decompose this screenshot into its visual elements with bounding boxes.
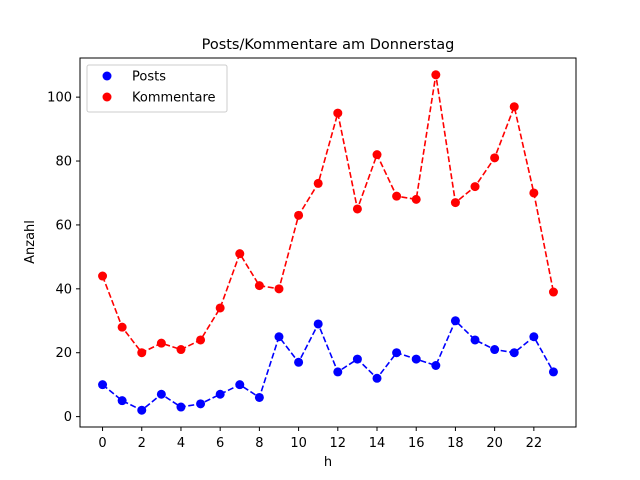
data-point-kommentare: [117, 322, 127, 332]
series-layer: [98, 70, 558, 415]
legend-marker: [102, 71, 112, 81]
data-point-posts: [313, 319, 323, 329]
data-point-kommentare: [156, 338, 166, 348]
y-axis: 0 20 40 60 80 100: [47, 91, 80, 425]
data-point-kommentare: [470, 182, 480, 192]
y-tick-label: 0: [64, 410, 72, 425]
data-point-kommentare: [450, 198, 460, 208]
y-axis-label: Anzahl: [23, 220, 38, 264]
x-tick-label: 20: [486, 436, 503, 451]
data-point-posts: [490, 345, 500, 355]
data-point-kommentare: [372, 150, 382, 160]
data-point-posts: [529, 332, 539, 342]
x-tick-label: 14: [369, 436, 386, 451]
data-point-kommentare: [98, 271, 108, 281]
x-axis-label: h: [324, 455, 332, 470]
data-point-posts: [392, 348, 402, 358]
legend: Posts Kommentare: [86, 64, 228, 113]
data-point-kommentare: [313, 178, 323, 188]
data-point-kommentare: [352, 204, 362, 214]
data-point-kommentare: [215, 303, 225, 313]
x-tick-label: 18: [447, 436, 464, 451]
data-point-kommentare: [235, 249, 245, 259]
x-tick-label: 16: [408, 436, 425, 451]
data-point-kommentare: [548, 287, 558, 297]
data-point-kommentare: [137, 348, 147, 358]
data-point-posts: [352, 354, 362, 364]
data-point-posts: [450, 316, 460, 326]
data-point-posts: [411, 354, 421, 364]
y-tick-label: 100: [47, 91, 72, 106]
x-tick-label: 10: [290, 436, 307, 451]
x-axis: 0 2 4 6 8 10 12 14 16 18 20 22: [98, 427, 542, 451]
x-tick-label: 4: [177, 436, 185, 451]
data-point-kommentare: [196, 335, 206, 345]
legend-marker: [102, 92, 112, 102]
plot-area: [79, 57, 577, 428]
data-point-posts: [235, 380, 245, 390]
x-tick-label: 2: [138, 436, 146, 451]
data-point-posts: [509, 348, 519, 358]
data-point-posts: [548, 367, 558, 377]
x-tick-label: 6: [216, 436, 224, 451]
data-point-posts: [215, 389, 225, 399]
data-point-posts: [294, 357, 304, 367]
data-point-posts: [137, 405, 147, 415]
x-tick-label: 22: [526, 436, 543, 451]
legend-box: [86, 64, 228, 113]
data-point-kommentare: [509, 102, 519, 112]
data-point-posts: [470, 335, 480, 345]
data-point-posts: [98, 380, 108, 390]
data-point-posts: [333, 367, 343, 377]
data-point-kommentare: [254, 281, 264, 291]
data-point-kommentare: [392, 191, 402, 201]
x-tick-label: 12: [330, 436, 347, 451]
data-point-kommentare: [411, 194, 421, 204]
data-point-kommentare: [431, 70, 441, 80]
data-point-kommentare: [529, 188, 539, 198]
y-tick-label: 80: [55, 155, 72, 170]
data-point-kommentare: [294, 210, 304, 220]
x-tick-label: 0: [98, 436, 106, 451]
data-point-posts: [196, 399, 206, 409]
chart-title: Posts/Kommentare am Donnerstag: [202, 37, 455, 53]
data-point-posts: [372, 373, 382, 383]
data-point-posts: [254, 392, 264, 402]
legend-label: Kommentare: [132, 91, 216, 106]
y-tick-label: 20: [55, 346, 72, 361]
data-point-posts: [156, 389, 166, 399]
data-point-kommentare: [333, 108, 343, 118]
data-point-posts: [176, 402, 186, 412]
data-point-posts: [274, 332, 284, 342]
y-tick-label: 60: [55, 218, 72, 233]
y-tick-label: 40: [55, 282, 72, 297]
data-point-kommentare: [176, 345, 186, 355]
data-point-kommentare: [490, 153, 500, 163]
data-point-kommentare: [274, 284, 284, 294]
legend-label: Posts: [132, 70, 166, 85]
x-tick-label: 8: [255, 436, 263, 451]
data-point-posts: [117, 396, 127, 406]
data-point-posts: [431, 361, 441, 370]
